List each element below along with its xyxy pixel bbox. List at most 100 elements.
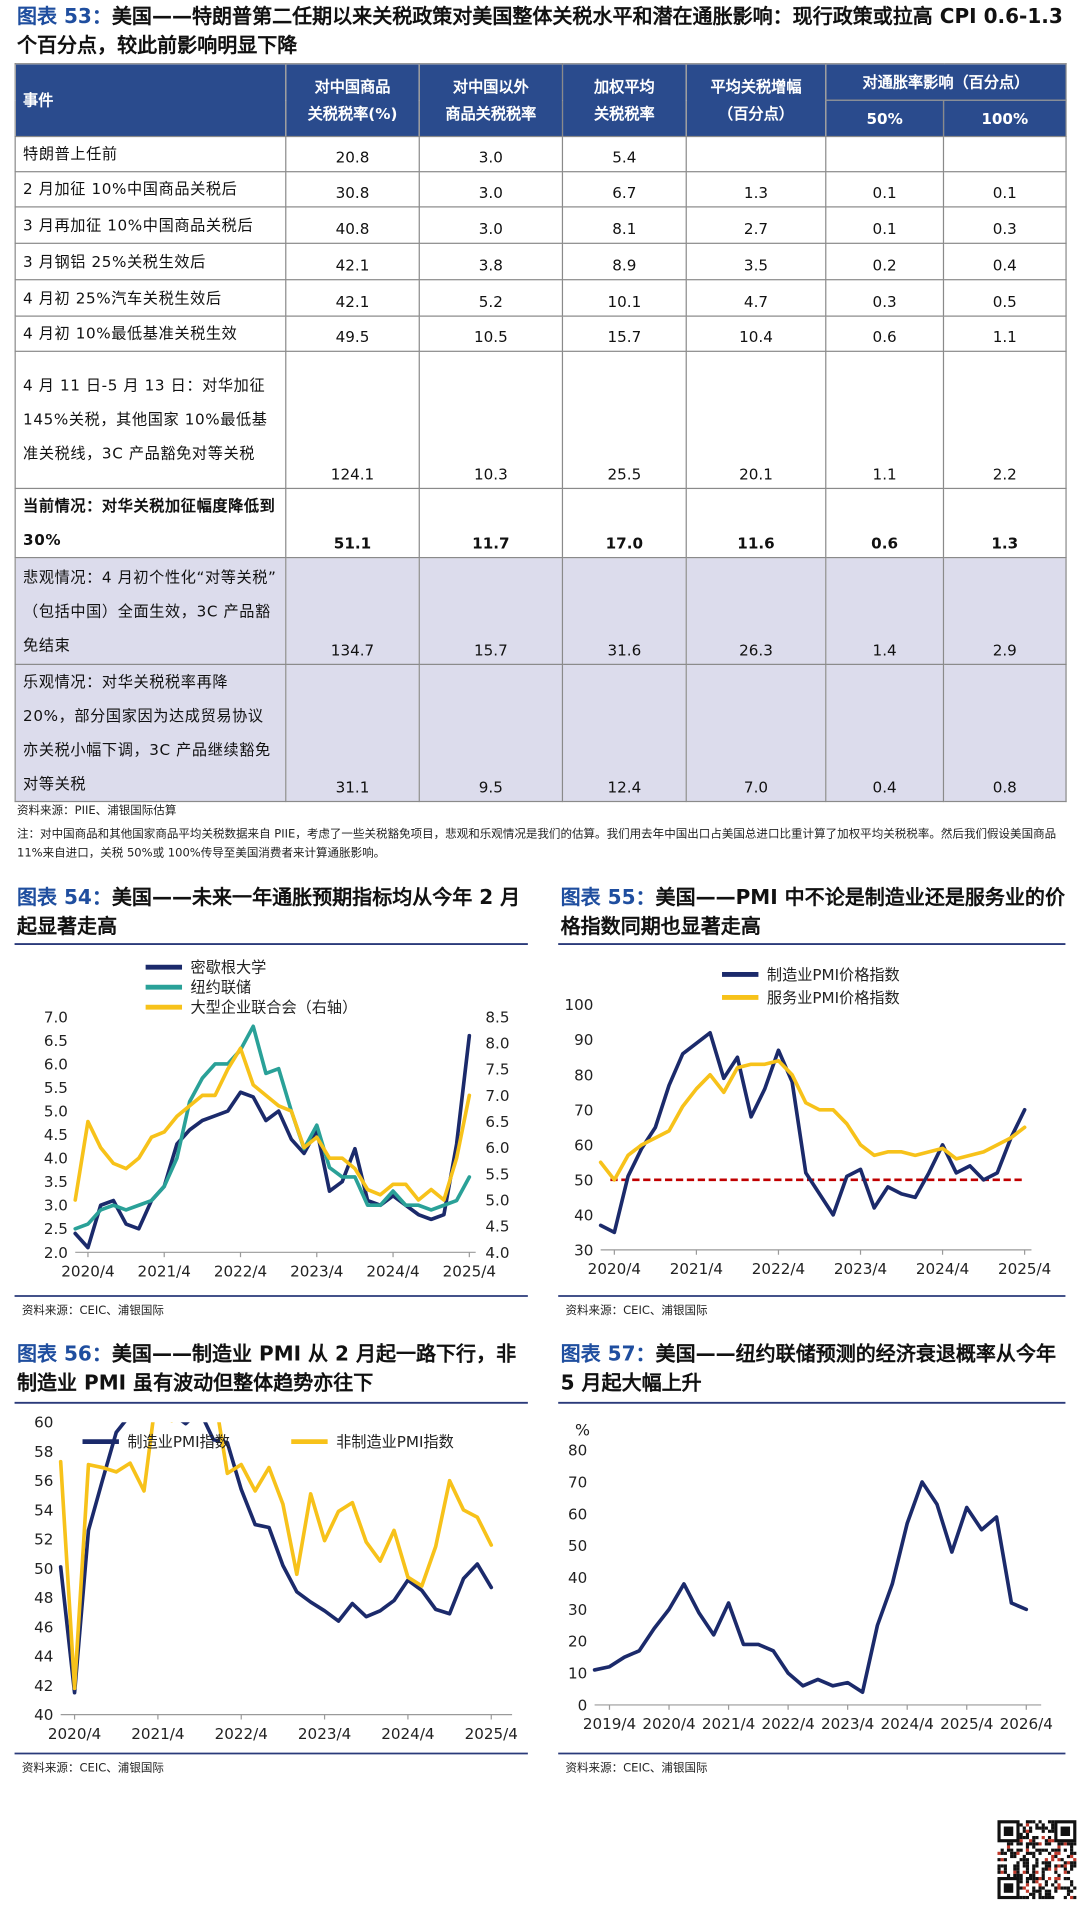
legend-label: 制造业PMI价格指数 bbox=[767, 966, 900, 984]
y-tick-label: 10 bbox=[568, 1665, 587, 1683]
x-tick-label: 2025/4 bbox=[465, 1725, 518, 1743]
qr-module bbox=[1060, 1864, 1064, 1868]
qr-module bbox=[1032, 1845, 1036, 1849]
figure-title: 美国——PMI 中不论是制造业还是服务业的价格指数同期也显著走高 bbox=[560, 885, 1065, 939]
event-cell: 4 月初 25%汽车关税生效后 bbox=[14, 279, 287, 317]
qr-module bbox=[1025, 1861, 1030, 1865]
qr-module bbox=[1051, 1848, 1055, 1852]
x-tick-label: 2025/4 bbox=[443, 1263, 496, 1281]
value-cell: 1.3 bbox=[942, 487, 1067, 559]
qr-module bbox=[1035, 1864, 1039, 1868]
qr-module bbox=[1047, 1864, 1052, 1868]
qr-module bbox=[1019, 1873, 1023, 1878]
qr-module bbox=[997, 1858, 1001, 1862]
qr-module bbox=[1038, 1851, 1042, 1855]
y-tick-label: 40 bbox=[34, 1706, 53, 1724]
qr-module bbox=[1025, 1832, 1030, 1836]
qr-module bbox=[1032, 1854, 1036, 1859]
qr-module bbox=[1032, 1870, 1036, 1874]
y-tick-label: 3.0 bbox=[44, 1197, 68, 1215]
qr-module bbox=[1025, 1864, 1030, 1868]
qr-module bbox=[1057, 1848, 1061, 1852]
qr-module bbox=[1047, 1861, 1052, 1865]
chart-source: 资料来源：CEIC、浦银国际 bbox=[565, 1304, 708, 1318]
value-cell: 40.8 bbox=[285, 206, 420, 244]
x-tick-label: 2020/4 bbox=[61, 1263, 114, 1281]
y-tick-label: 40 bbox=[568, 1569, 587, 1587]
qr-module bbox=[1041, 1848, 1045, 1852]
qr-module bbox=[1032, 1877, 1036, 1881]
x-tick-label: 2024/4 bbox=[916, 1260, 969, 1278]
qr-module bbox=[1038, 1877, 1042, 1881]
y-tick-label: 60 bbox=[574, 1136, 593, 1154]
qr-module bbox=[1041, 1895, 1045, 1900]
qr-module bbox=[1019, 1886, 1023, 1890]
qr-module bbox=[1070, 1880, 1074, 1884]
qr-module bbox=[1073, 1886, 1077, 1890]
y-tick-label: 40 bbox=[574, 1206, 593, 1224]
y-tick-label: 0 bbox=[578, 1696, 588, 1714]
qr-module bbox=[1073, 1861, 1077, 1865]
qr-module bbox=[1038, 1895, 1042, 1900]
qr-module bbox=[1022, 1895, 1026, 1900]
qr-module bbox=[1010, 1851, 1014, 1855]
y-tick-label: 8.5 bbox=[485, 1008, 509, 1026]
qr-module bbox=[1035, 1877, 1039, 1881]
qr-module bbox=[1051, 1854, 1055, 1859]
qr-module bbox=[1022, 1829, 1026, 1833]
qr-module bbox=[1029, 1851, 1033, 1855]
qr-module bbox=[1070, 1845, 1074, 1849]
event-cell: 3 月钢铝 25%关税生效后 bbox=[14, 242, 287, 281]
qr-module bbox=[1013, 1864, 1017, 1868]
qr-module bbox=[1032, 1867, 1036, 1871]
event-cell: 特朗普上任前 bbox=[14, 135, 287, 173]
qr-module bbox=[1047, 1842, 1052, 1846]
qr-module bbox=[1047, 1839, 1052, 1843]
header-text: 商品关税税率 bbox=[445, 103, 537, 122]
x-tick-label: 2020/4 bbox=[588, 1260, 641, 1278]
header-row: 事件 对中国商品 关税税率(%) 对中国以外 商品关税税率 加权平均 关税税率 平均关税增幅（… bbox=[14, 63, 1067, 138]
qr-module bbox=[1035, 1858, 1039, 1862]
qr-module bbox=[1044, 1826, 1048, 1830]
value-cell: 11.6 bbox=[685, 487, 827, 559]
header-text: 加权平均 bbox=[593, 77, 655, 96]
value-cell: 15.7 bbox=[418, 556, 564, 665]
qr-module bbox=[1054, 1877, 1058, 1881]
chart-title: 图表 55：美国——PMI 中不论是制造业还是服务业的价格指数同期也显著走高 bbox=[561, 883, 1071, 941]
qr-module bbox=[1035, 1861, 1039, 1865]
qr-module bbox=[1006, 1848, 1011, 1852]
qr-module bbox=[1063, 1877, 1067, 1881]
qr-module bbox=[1044, 1839, 1048, 1843]
qr-module bbox=[1063, 1886, 1067, 1890]
x-tick-label: 2022/4 bbox=[752, 1260, 805, 1278]
table-row: 2 月加征 10%中国商品关税后 30.8 3.0 6.7 1.3 0.1 0.1 bbox=[14, 171, 1067, 208]
y-tick-label: 42 bbox=[34, 1677, 53, 1695]
y-tick-label: 2.5 bbox=[44, 1220, 68, 1238]
series-line bbox=[58, 1422, 494, 1691]
header-row: 50% 100% bbox=[15, 99, 1067, 138]
qr-module bbox=[1038, 1826, 1042, 1830]
value-cell: 3.0 bbox=[418, 171, 564, 208]
qr-module bbox=[1006, 1845, 1011, 1849]
y-tick-label: 60 bbox=[568, 1505, 587, 1523]
qr-module bbox=[1003, 1864, 1007, 1868]
qr-module bbox=[1060, 1842, 1064, 1846]
x-tick-label: 2024/4 bbox=[381, 1725, 434, 1743]
qr-module bbox=[1066, 1870, 1071, 1874]
legend-label: 纽约联储 bbox=[191, 979, 252, 997]
qr-module bbox=[1035, 1848, 1039, 1852]
y-tick-label: 7.0 bbox=[44, 1008, 68, 1026]
qr-module bbox=[1035, 1823, 1039, 1827]
value-cell: 0.4 bbox=[825, 663, 945, 803]
y-tick-label: 4.5 bbox=[44, 1126, 68, 1144]
qr-module bbox=[1070, 1854, 1074, 1859]
value-cell: 12.4 bbox=[561, 663, 687, 803]
qr-module bbox=[1000, 1851, 1004, 1855]
value-cell: 1.4 bbox=[825, 556, 945, 665]
qr-module bbox=[1063, 1867, 1067, 1871]
qr-module bbox=[1070, 1851, 1074, 1855]
qr-module bbox=[1051, 1820, 1055, 1824]
qr-module bbox=[1066, 1842, 1071, 1846]
header-cell: 100% bbox=[942, 99, 1067, 138]
value-cell: 0.1 bbox=[825, 171, 945, 208]
